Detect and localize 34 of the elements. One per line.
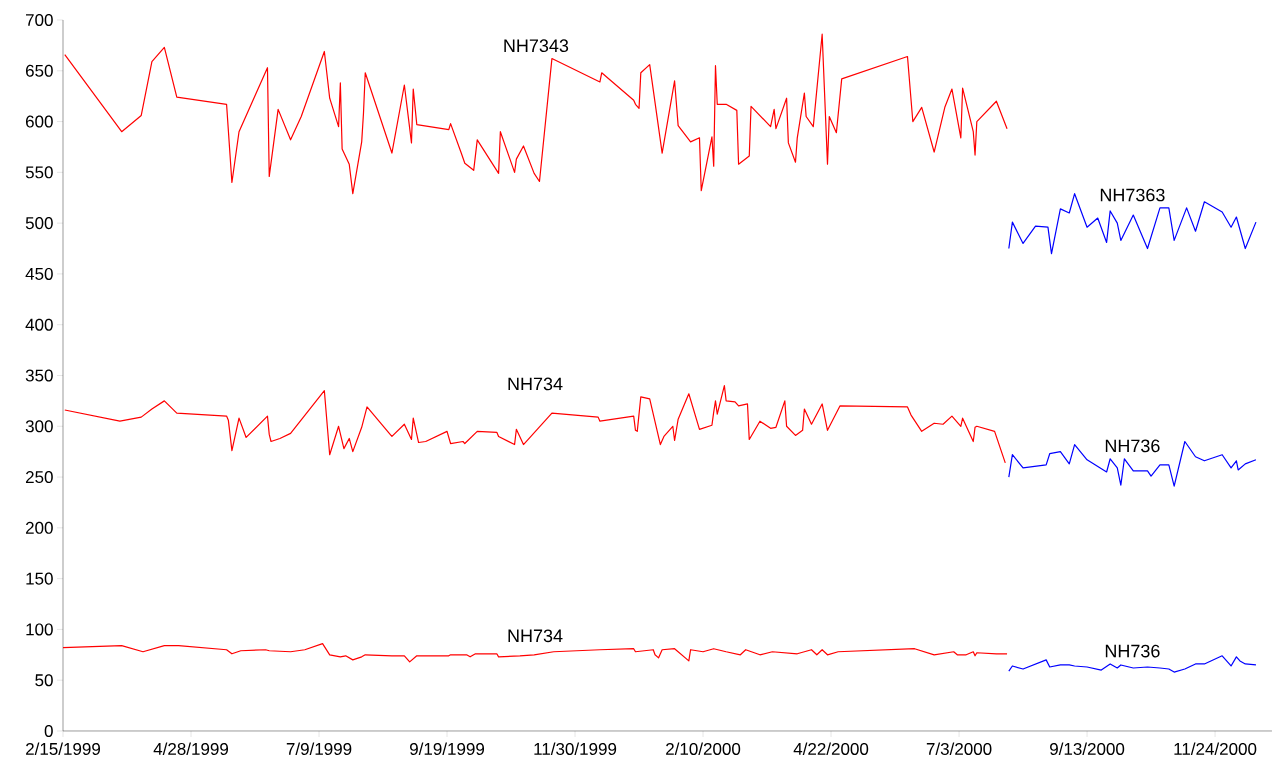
y-tick-label: 350 <box>25 369 53 382</box>
x-tick-label: 9/19/1999 <box>410 742 485 755</box>
y-tick-label: 300 <box>25 420 53 433</box>
y-tick-label: 600 <box>25 115 53 128</box>
series-label: NH736 <box>1105 439 1160 453</box>
x-tick-label: 4/28/1999 <box>153 742 229 755</box>
y-tick-label: 200 <box>25 521 53 534</box>
x-tick-label: 11/30/1999 <box>534 742 617 755</box>
line-series <box>1008 440 1257 487</box>
y-tick-label: 550 <box>25 166 53 179</box>
series-label: NH734 <box>508 629 563 643</box>
y-tick-label: 500 <box>25 217 53 230</box>
series-label: NH734 <box>508 377 563 391</box>
x-tick-label: 4/22/2000 <box>793 742 869 755</box>
y-tick-label: 450 <box>25 267 53 280</box>
x-tick-label: 2/10/2000 <box>666 742 741 755</box>
series-label: NH736 <box>1105 644 1160 658</box>
x-tick-label: 2/15/1999 <box>26 742 101 755</box>
line-series <box>64 33 1008 195</box>
y-tick-label: 400 <box>25 318 53 331</box>
y-tick-label: 650 <box>25 64 53 77</box>
y-tick-label: 250 <box>25 471 53 484</box>
series-label: NH7343 <box>504 39 569 53</box>
x-tick-label: 7/9/1999 <box>286 742 352 755</box>
y-tick-label: 700 <box>26 13 53 27</box>
y-tick-label: 100 <box>26 623 53 636</box>
y-tick-label: 150 <box>26 572 53 585</box>
x-tick-label: 9/13/2000 <box>1050 742 1125 755</box>
x-tick-label: 7/3/2000 <box>926 742 992 755</box>
line-series <box>62 643 1008 663</box>
y-tick-label: 0 <box>44 724 53 738</box>
x-tick-label: 11/24/2000 <box>1174 742 1257 755</box>
series-label: NH7363 <box>1100 188 1165 202</box>
y-tick-label: 50 <box>35 674 53 687</box>
